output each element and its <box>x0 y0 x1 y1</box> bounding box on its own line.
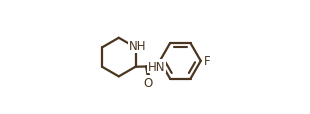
Text: O: O <box>144 76 153 89</box>
Text: F: F <box>204 55 211 68</box>
Text: HN: HN <box>148 60 165 73</box>
Text: NH: NH <box>129 39 147 52</box>
